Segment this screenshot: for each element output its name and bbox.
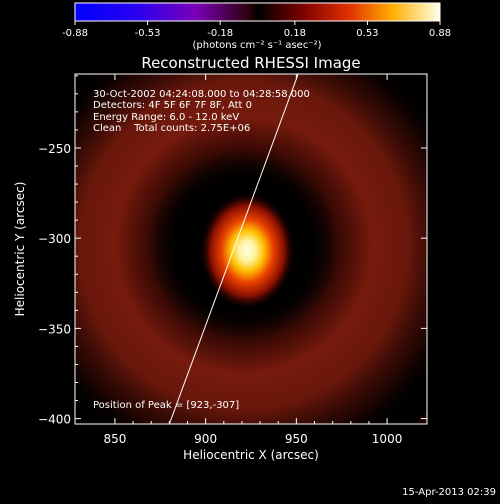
annotation-detectors: Detectors: 4F 5F 6F 7F 8F, Att 0 <box>93 100 252 111</box>
plot-frame <box>74 73 428 425</box>
colorbar-tick-label: -0.53 <box>135 28 161 39</box>
plot-timestamp: 15-Apr-2013 02:39 <box>402 487 496 498</box>
colorbar-gradient <box>74 2 441 22</box>
annotation-block: 30-Oct-2002 04:24:08.000 to 04:28:58.000… <box>93 89 310 411</box>
colorbar-tick-label: 0.53 <box>356 28 378 39</box>
peak-source <box>200 192 295 309</box>
x-axis-label: Heliocentric X (arcsec) <box>183 448 319 462</box>
colorbar-unit-label: (photons cm⁻² s⁻¹ asec⁻²) <box>192 40 321 51</box>
y-tick-label: −250 <box>38 142 71 156</box>
annotation-energy: Energy Range: 6.0 - 12.0 keV <box>93 112 239 123</box>
x-tick-label: 850 <box>103 432 126 446</box>
colorbar: -0.88 -0.53 -0.18 0.18 0.53 0.88 (photons cm⁻… <box>62 2 451 51</box>
x-tick-label: 1000 <box>372 432 403 446</box>
y-tick-label: −350 <box>38 322 71 336</box>
solar-limb-line <box>168 74 299 424</box>
annotation-peak-position: Position of Peak = [923,-307] <box>93 400 239 411</box>
colorbar-tick-label: 0.88 <box>429 28 451 39</box>
colorbar-tick-label: 0.18 <box>284 28 306 39</box>
colorbar-tick-label: -0.18 <box>207 28 233 39</box>
y-tick-label: −400 <box>38 413 71 427</box>
x-tick-label: 950 <box>285 432 308 446</box>
y-axis-label: Heliocentric Y (arcsec) <box>13 182 27 317</box>
chart-title: Reconstructed RHESSI Image <box>141 54 360 72</box>
colorbar-tick-label: -0.88 <box>62 28 88 39</box>
annotation-time: 30-Oct-2002 04:24:08.000 to 04:28:58.000 <box>93 89 310 100</box>
x-tick-label: 900 <box>194 432 217 446</box>
annotation-counts: Clean Total counts: 2.75E+06 <box>93 123 250 134</box>
y-tick-label: −300 <box>38 232 71 246</box>
